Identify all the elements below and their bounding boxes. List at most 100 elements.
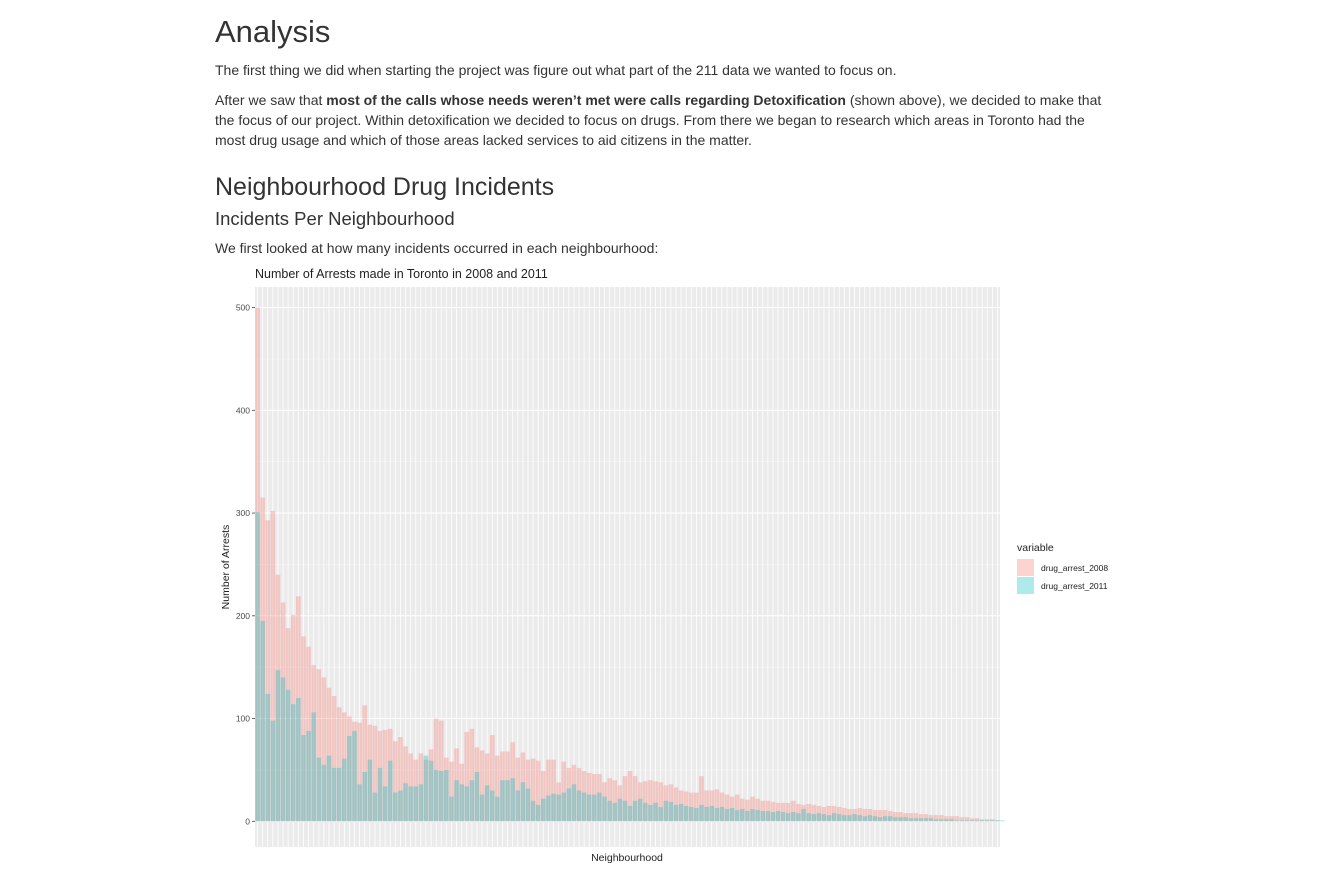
arrests-chart-figure: Number of Arrests made in Toronto in 200… — [215, 262, 1125, 872]
bar-drug_arrest_2008 — [571, 764, 577, 822]
bar-drug_arrest_2011 — [464, 786, 470, 822]
bar-drug_arrest_2011 — [474, 771, 480, 822]
bar-drug_arrest_2008 — [852, 808, 857, 822]
bar-drug_arrest_2011 — [780, 812, 786, 822]
bar-drug_arrest_2008 — [821, 806, 827, 822]
bar-drug_arrest_2008 — [255, 307, 260, 822]
bar-drug_arrest_2011 — [515, 790, 521, 822]
section-heading: Neighbourhood Drug Incidents — [215, 173, 555, 201]
bar-drug_arrest_2011 — [898, 817, 903, 822]
bar-drug_arrest_2008 — [933, 815, 939, 822]
bar-drug_arrest_2008 — [842, 807, 847, 822]
bar-drug_arrest_2011 — [617, 798, 623, 822]
bar-drug_arrest_2011 — [632, 800, 638, 822]
bar-drug_arrest_2011 — [678, 803, 684, 822]
bar-drug_arrest_2008 — [510, 742, 515, 822]
bar-drug_arrest_2008 — [581, 770, 587, 822]
bar-drug_arrest_2011 — [449, 796, 454, 822]
bar-drug_arrest_2011 — [398, 790, 403, 822]
bar-drug_arrest_2008 — [714, 789, 720, 822]
bar-drug_arrest_2011 — [433, 769, 439, 822]
bar-drug_arrest_2011 — [821, 814, 827, 822]
bar-drug_arrest_2011 — [801, 808, 806, 822]
bar-drug_arrest_2008 — [724, 794, 730, 822]
bar-drug_arrest_2008 — [561, 761, 567, 822]
bar-drug_arrest_2011 — [510, 778, 515, 822]
bar-drug_arrest_2008 — [648, 780, 653, 822]
bar-drug_arrest_2011 — [995, 820, 1000, 822]
bar-drug_arrest_2011 — [321, 764, 327, 822]
bar-drug_arrest_2008 — [311, 665, 316, 822]
bar-drug_arrest_2008 — [913, 813, 919, 822]
y-axis-label: Number of Arrests — [220, 525, 232, 610]
bar-drug_arrest_2011 — [760, 811, 766, 822]
bar-drug_arrest_2011 — [306, 730, 311, 822]
bar-drug_arrest_2008 — [683, 791, 689, 822]
bar-drug_arrest_2011 — [535, 804, 541, 822]
bar-drug_arrest_2011 — [581, 792, 587, 822]
bar-drug_arrest_2008 — [454, 748, 459, 822]
bar-drug_arrest_2011 — [1000, 820, 1005, 822]
bar-drug_arrest_2008 — [887, 811, 893, 822]
bar-drug_arrest_2011 — [923, 818, 929, 822]
bar-drug_arrest_2011 — [791, 812, 796, 822]
bar-drug_arrest_2011 — [653, 802, 658, 822]
bar-drug_arrest_2008 — [357, 722, 362, 822]
bar-drug_arrest_2011 — [530, 800, 536, 822]
bar-drug_arrest_2008 — [903, 813, 908, 822]
bar-drug_arrest_2008 — [438, 720, 444, 822]
bar-drug_arrest_2008 — [990, 819, 995, 822]
bar-drug_arrest_2008 — [576, 767, 582, 822]
bar-drug_arrest_2008 — [862, 808, 868, 822]
bar-drug_arrest_2008 — [500, 751, 505, 822]
bar-drug_arrest_2011 — [342, 758, 347, 822]
bar-drug_arrest_2011 — [990, 820, 995, 822]
bar-drug_arrest_2011 — [520, 782, 526, 822]
bar-drug_arrest_2011 — [740, 808, 745, 822]
bar-drug_arrest_2008 — [377, 730, 383, 822]
bar-drug_arrest_2008 — [811, 804, 817, 822]
bar-drug_arrest_2011 — [745, 811, 750, 822]
bar-drug_arrest_2011 — [255, 512, 260, 822]
bar-drug_arrest_2011 — [694, 807, 699, 822]
bar-drug_arrest_2008 — [709, 790, 714, 822]
bar-drug_arrest_2011 — [280, 677, 286, 822]
bar-drug_arrest_2008 — [780, 802, 786, 822]
bar-drug_arrest_2008 — [785, 802, 791, 822]
bar-drug_arrest_2011 — [913, 818, 919, 822]
bar-drug_arrest_2011 — [887, 816, 893, 822]
bar-drug_arrest_2008 — [265, 520, 271, 822]
bar-drug_arrest_2011 — [367, 759, 373, 822]
bar-drug_arrest_2008 — [484, 753, 490, 822]
bar-drug_arrest_2011 — [704, 806, 709, 822]
bar-drug_arrest_2008 — [546, 759, 551, 822]
bar-drug_arrest_2008 — [643, 781, 648, 822]
bar-drug_arrest_2008 — [847, 808, 852, 822]
bar-drug_arrest_2011 — [806, 813, 811, 822]
bar-drug_arrest_2008 — [949, 816, 954, 822]
bar-drug_arrest_2011 — [602, 796, 607, 822]
bar-drug_arrest_2011 — [668, 801, 674, 822]
bar-drug_arrest_2008 — [362, 705, 368, 822]
y-tick-label: 0 — [245, 816, 250, 826]
bar-drug_arrest_2008 — [745, 799, 750, 822]
bar-drug_arrest_2008 — [270, 511, 276, 822]
bar-drug_arrest_2011 — [862, 816, 868, 822]
arrests-bar-chart: Number of Arrests made in Toronto in 200… — [220, 267, 1108, 864]
bar-drug_arrest_2011 — [622, 800, 628, 822]
bar-drug_arrest_2011 — [495, 796, 500, 822]
bar-drug_arrest_2011 — [382, 786, 388, 822]
bar-drug_arrest_2008 — [296, 596, 301, 822]
bar-drug_arrest_2011 — [316, 757, 322, 822]
chart-intro-paragraph: We first looked at how many incidents oc… — [215, 240, 659, 256]
bar-drug_arrest_2008 — [285, 628, 291, 822]
bar-drug_arrest_2008 — [387, 728, 393, 822]
detox-paragraph-emphasis: most of the calls whose needs weren’t me… — [326, 92, 846, 108]
bar-drug_arrest_2011 — [479, 794, 485, 822]
bar-drug_arrest_2011 — [336, 767, 342, 822]
bar-drug_arrest_2011 — [372, 792, 378, 822]
article: Analysis The first thing we did when sta… — [215, 0, 1115, 258]
bar-drug_arrest_2011 — [785, 813, 791, 822]
bar-drug_arrest_2008 — [489, 735, 495, 822]
bar-drug_arrest_2008 — [760, 800, 766, 822]
